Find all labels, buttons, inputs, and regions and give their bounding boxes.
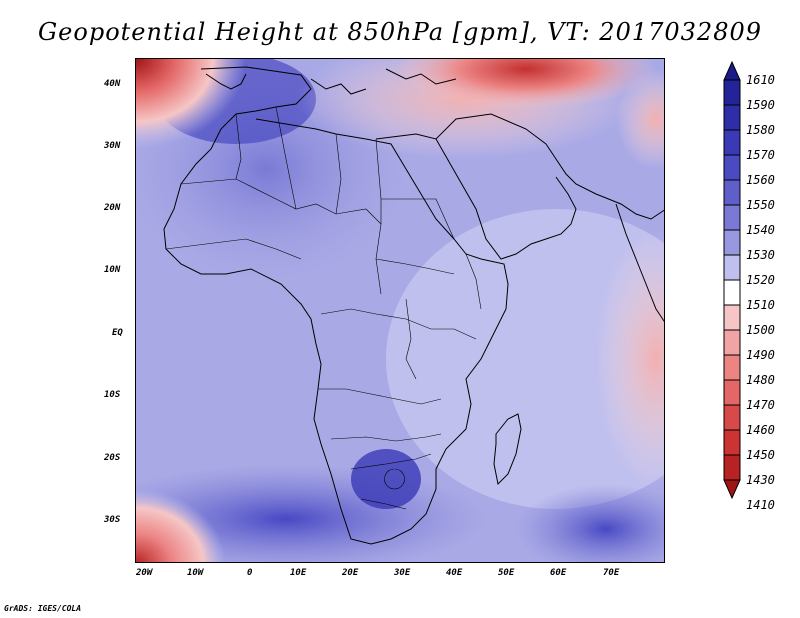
legend-label: 1570 bbox=[746, 148, 775, 162]
legend-label: 1520 bbox=[746, 273, 775, 287]
map-canvas bbox=[136, 59, 664, 562]
legend-label: 1480 bbox=[746, 373, 775, 387]
field-kalahari bbox=[351, 449, 421, 509]
legend-swatch bbox=[723, 354, 741, 381]
legend-swatch bbox=[723, 179, 741, 206]
legend-label: 1550 bbox=[746, 198, 775, 212]
madagascar-outline bbox=[493, 413, 522, 486]
legend-label: 1470 bbox=[746, 398, 775, 412]
legend-label: 1450 bbox=[746, 448, 775, 462]
field-nw-corner bbox=[136, 59, 246, 149]
legend-swatch bbox=[723, 104, 741, 131]
field-east-ocean bbox=[386, 209, 664, 509]
legend-label: 1490 bbox=[746, 348, 775, 362]
lat-label-10s: 10S bbox=[104, 390, 121, 400]
legend-swatch bbox=[723, 129, 741, 156]
map-panel bbox=[135, 58, 665, 563]
legend-swatch bbox=[723, 204, 741, 231]
legend-swatch bbox=[723, 154, 741, 181]
legend-swatch bbox=[723, 279, 741, 306]
coastlines bbox=[163, 66, 664, 545]
grads-credit: GrADS: IGES/COLA bbox=[4, 604, 82, 613]
lat-label-30n: 30N bbox=[104, 141, 121, 151]
legend-label: 1590 bbox=[746, 98, 775, 112]
lon-label-0: 0 bbox=[247, 568, 253, 578]
lon-label-10e: 10E bbox=[290, 568, 307, 578]
legend-label: 1580 bbox=[746, 123, 775, 137]
field-ne-edge bbox=[616, 69, 664, 169]
lon-label-70e: 70E bbox=[603, 568, 620, 578]
chart-title: Geopotential Height at 850hPa [gpm], VT:… bbox=[38, 18, 762, 46]
legend-label: 1460 bbox=[746, 423, 775, 437]
legend-swatch bbox=[723, 229, 741, 256]
legend-label: 1510 bbox=[746, 298, 775, 312]
lon-label-50e: 50E bbox=[498, 568, 515, 578]
lat-label-30s: 30S bbox=[104, 515, 121, 525]
field-sw-corner bbox=[136, 489, 226, 562]
legend-swatch bbox=[723, 254, 741, 281]
legend-swatch bbox=[723, 404, 741, 431]
lat-label-eq: EQ bbox=[112, 328, 123, 338]
legend-label: 1500 bbox=[746, 323, 775, 337]
colorbar-legend: 1610 1590 1580 1570 1560 1550 1540 1530 1520 1510… bbox=[723, 60, 775, 512]
legend-label: 1410 bbox=[746, 498, 775, 512]
legend-label: 1560 bbox=[746, 173, 775, 187]
legend-swatch bbox=[723, 454, 741, 481]
legend-label: 1540 bbox=[746, 223, 775, 237]
country-borders bbox=[165, 106, 482, 510]
legend-label: 1530 bbox=[746, 248, 775, 262]
legend-label: 1610 bbox=[746, 73, 775, 87]
lon-label-40e: 40E bbox=[446, 568, 463, 578]
lat-label-40n: 40N bbox=[104, 79, 121, 89]
legend-label: 1430 bbox=[746, 473, 775, 487]
field-india-edge bbox=[596, 229, 664, 489]
lat-label-20s: 20S bbox=[104, 453, 121, 463]
legend-swatch bbox=[723, 79, 741, 106]
lon-label-60e: 60E bbox=[550, 568, 567, 578]
legend-swatch bbox=[723, 379, 741, 406]
lat-label-20n: 20N bbox=[104, 203, 121, 213]
field-south-band-e bbox=[516, 484, 664, 562]
legend-swatch bbox=[723, 429, 741, 456]
legend-arrow-top bbox=[723, 60, 741, 81]
legend-swatch bbox=[723, 304, 741, 331]
lon-label-20w: 20W bbox=[136, 568, 153, 578]
lon-label-30e: 30E bbox=[394, 568, 411, 578]
lat-label-10n: 10N bbox=[104, 265, 121, 275]
legend-arrow-bottom bbox=[723, 479, 741, 500]
legend-swatch bbox=[723, 329, 741, 356]
field-middle-east-high bbox=[396, 59, 656, 109]
lon-label-20e: 20E bbox=[342, 568, 359, 578]
lon-label-10w: 10W bbox=[187, 568, 204, 578]
